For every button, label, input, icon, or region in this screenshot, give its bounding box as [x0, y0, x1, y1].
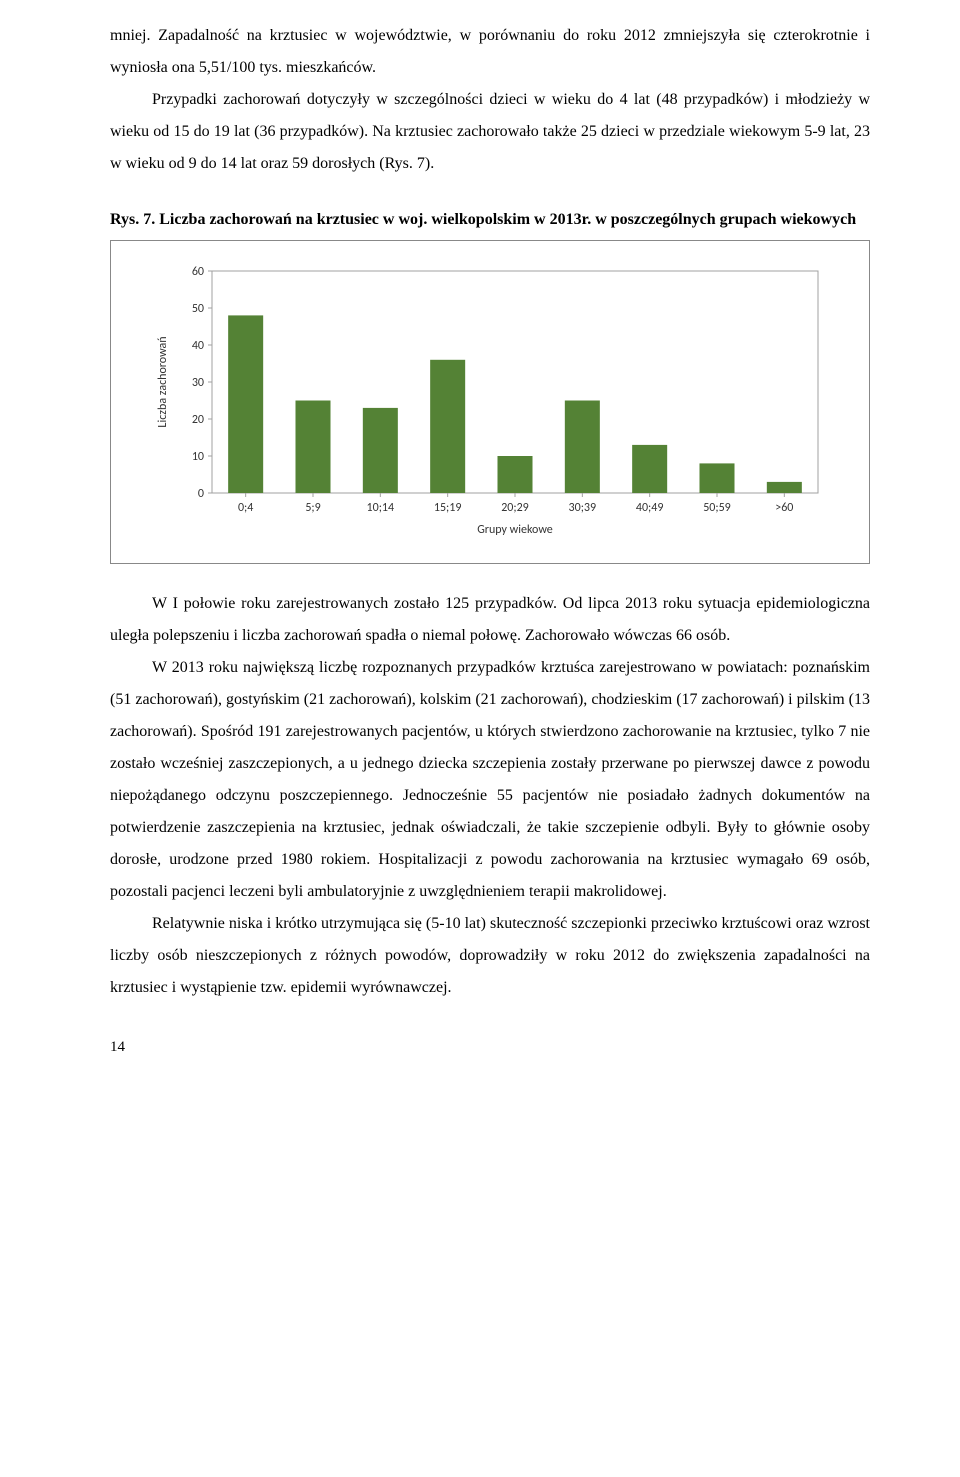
svg-text:10: 10	[192, 450, 204, 464]
paragraph-2: Przypadki zachorowań dotyczyły w szczegó…	[110, 84, 870, 180]
bar-chart: 0 10 20 30 40 50 60 0;4 5;9 10;14 15;19 20;29 30;39 4…	[140, 261, 840, 551]
svg-text:15;19: 15;19	[434, 501, 462, 515]
svg-text:30;39: 30;39	[569, 501, 597, 515]
svg-text:10;14: 10;14	[367, 501, 395, 515]
paragraph-1: mniej. Zapadalność na krztusiec w wojewó…	[110, 20, 870, 84]
svg-text:>60: >60	[775, 501, 793, 515]
chart-container: 0 10 20 30 40 50 60 0;4 5;9 10;14 15;19 20;29 30;39 4…	[110, 240, 870, 564]
paragraph-3: W I połowie roku zarejestrowanych został…	[110, 588, 870, 652]
svg-text:0;4: 0;4	[238, 501, 253, 515]
svg-text:60: 60	[192, 265, 204, 279]
svg-text:40: 40	[192, 339, 204, 353]
paragraph-5: Relatywnie niska i krótko utrzymująca si…	[110, 908, 870, 1004]
svg-text:30: 30	[192, 376, 204, 390]
svg-text:20;29: 20;29	[501, 501, 529, 515]
svg-text:20: 20	[192, 413, 204, 427]
svg-text:Grupy wiekowe: Grupy wiekowe	[477, 523, 553, 537]
svg-text:5;9: 5;9	[305, 501, 320, 515]
page-number: 14	[110, 1032, 870, 1062]
svg-text:50: 50	[192, 302, 204, 316]
svg-text:Liczba zachorowań: Liczba zachorowań	[156, 336, 170, 427]
svg-text:50;59: 50;59	[703, 501, 731, 515]
figure-caption: Rys. 7. Liczba zachorowań na krztusiec w…	[110, 208, 870, 232]
svg-text:0: 0	[198, 487, 204, 501]
svg-text:40;49: 40;49	[636, 501, 664, 515]
paragraph-4: W 2013 roku największą liczbę rozpoznany…	[110, 652, 870, 908]
